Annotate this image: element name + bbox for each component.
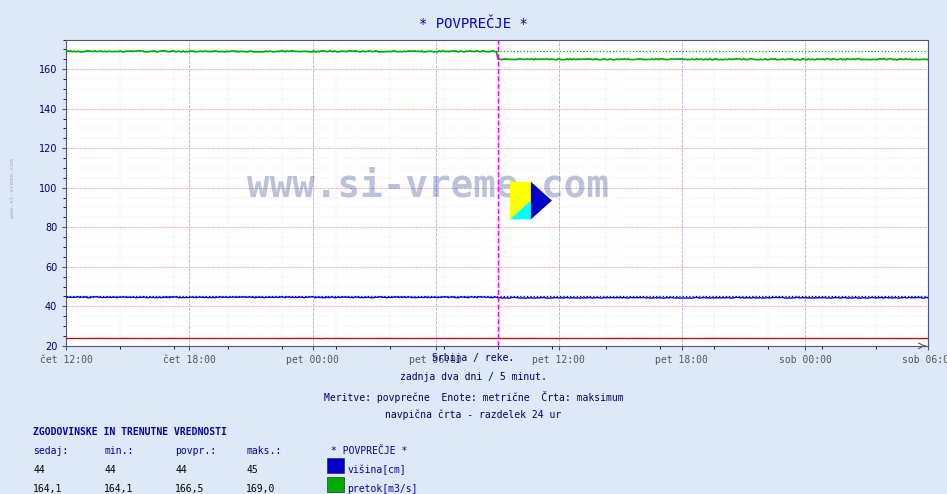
Text: maks.:: maks.: bbox=[246, 446, 281, 456]
Text: * POVPREČJE *: * POVPREČJE * bbox=[331, 446, 408, 456]
Text: ZGODOVINSKE IN TRENUTNE VREDNOSTI: ZGODOVINSKE IN TRENUTNE VREDNOSTI bbox=[33, 427, 227, 437]
Text: višina[cm]: višina[cm] bbox=[348, 465, 406, 475]
Text: www.si-vreme.com: www.si-vreme.com bbox=[9, 158, 15, 218]
Text: povpr.:: povpr.: bbox=[175, 446, 216, 456]
Text: zadnja dva dni / 5 minut.: zadnja dva dni / 5 minut. bbox=[400, 372, 547, 382]
Text: navpična črta - razdelek 24 ur: navpična črta - razdelek 24 ur bbox=[385, 410, 562, 420]
Text: min.:: min.: bbox=[104, 446, 134, 456]
Text: Srbija / reke.: Srbija / reke. bbox=[433, 353, 514, 363]
Text: 164,1: 164,1 bbox=[104, 484, 134, 494]
Text: pretok[m3/s]: pretok[m3/s] bbox=[348, 484, 418, 494]
Text: Meritve: povprečne  Enote: metrične  Črta: maksimum: Meritve: povprečne Enote: metrične Črta:… bbox=[324, 391, 623, 403]
Text: sedaj:: sedaj: bbox=[33, 446, 68, 456]
Polygon shape bbox=[509, 182, 531, 219]
Text: 45: 45 bbox=[246, 465, 258, 475]
Polygon shape bbox=[531, 182, 552, 219]
Polygon shape bbox=[509, 201, 531, 219]
Text: * POVPREČJE *: * POVPREČJE * bbox=[420, 17, 527, 31]
Text: 44: 44 bbox=[104, 465, 116, 475]
Text: 44: 44 bbox=[33, 465, 45, 475]
Text: www.si-vreme.com: www.si-vreme.com bbox=[247, 168, 609, 205]
Text: 166,5: 166,5 bbox=[175, 484, 205, 494]
Text: 164,1: 164,1 bbox=[33, 484, 63, 494]
Text: 169,0: 169,0 bbox=[246, 484, 276, 494]
Text: 44: 44 bbox=[175, 465, 187, 475]
